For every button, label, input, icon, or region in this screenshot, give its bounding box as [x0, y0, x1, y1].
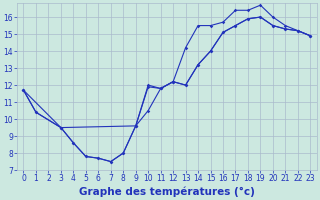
X-axis label: Graphe des températures (°c): Graphe des températures (°c) [79, 186, 255, 197]
